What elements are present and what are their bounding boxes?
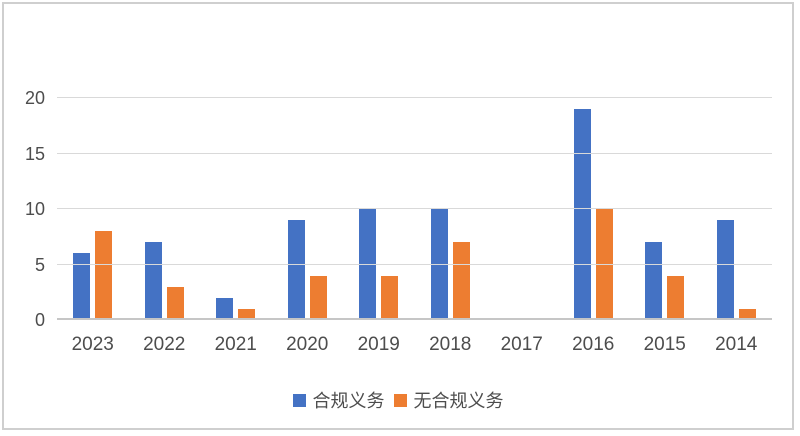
x-tick-label-2014: 2014	[715, 334, 758, 355]
legend-swatch-series-1	[393, 393, 407, 407]
bar-2020-series-0	[287, 220, 305, 320]
gridline-15	[57, 152, 772, 154]
bar-groups	[57, 98, 772, 320]
legend-label-series-1: 无合规义务	[413, 391, 504, 411]
bar-2021-series-1	[238, 308, 256, 320]
x-tick-label-2022: 2022	[143, 334, 186, 355]
bar-2021-series-0	[216, 297, 234, 320]
gridline-5	[57, 263, 772, 265]
bar-2016-series-0	[573, 109, 591, 320]
bar-2020-series-1	[309, 275, 327, 320]
bar-2023-series-0	[73, 253, 91, 320]
bar-2023-series-1	[95, 231, 113, 320]
chart-frame: 0 5 10 15 20 2023 2022 2021 2020 2019 2018 2017 201…	[2, 2, 794, 430]
gridline-10	[57, 208, 772, 209]
x-tick-label-2023: 2023	[71, 334, 114, 355]
gridline-0	[57, 318, 772, 320]
y-tick-label-10: 10	[24, 199, 45, 219]
x-axis: 2023 2022 2021 2020 2019 2018 2017 2016 2015 2014	[57, 334, 772, 356]
x-tick-label-2017: 2017	[500, 334, 543, 355]
legend-swatch-series-0	[292, 393, 306, 407]
y-tick-label-5: 5	[34, 254, 45, 275]
x-tick-label-2021: 2021	[214, 334, 257, 355]
bar-group-2018	[415, 98, 487, 320]
bar-2014-series-1	[738, 308, 756, 320]
legend-label-series-0: 合规义务	[312, 391, 385, 411]
y-tick-label-15: 15	[24, 143, 45, 164]
bar-2016-series-1	[595, 209, 613, 320]
y-tick-label-0: 0	[34, 310, 45, 330]
legend-item-series-1: 无合规义务	[393, 387, 504, 413]
bar-2015-series-1	[667, 275, 685, 320]
bar-group-2017	[486, 98, 558, 320]
x-tick-label-2015: 2015	[643, 334, 686, 355]
bar-2019-series-1	[381, 275, 399, 320]
bar-group-2021	[200, 98, 272, 320]
bar-group-2014	[701, 98, 773, 320]
x-tick-label-2018: 2018	[429, 334, 472, 355]
plot-area: 0 5 10 15 20	[25, 89, 772, 329]
bar-group-2022	[129, 98, 201, 320]
x-tick-label-2016: 2016	[572, 334, 615, 355]
bar-group-2019	[343, 98, 415, 320]
bar-2018-series-1	[452, 242, 470, 320]
gridline-20	[57, 97, 772, 98]
bar-2022-series-1	[166, 286, 184, 320]
bar-group-2015	[629, 98, 701, 320]
bar-2014-series-0	[716, 220, 734, 320]
bar-2018-series-0	[430, 209, 448, 320]
legend-item-series-0: 合规义务	[292, 387, 385, 413]
bar-2022-series-0	[144, 242, 162, 320]
bar-2019-series-0	[359, 209, 377, 320]
legend: 合规义务 无合规义务	[4, 387, 792, 413]
bar-group-2020	[272, 98, 344, 320]
x-tick-label-2019: 2019	[357, 334, 400, 355]
bar-2015-series-0	[645, 242, 663, 320]
y-tick-label-20: 20	[24, 88, 45, 108]
bar-group-2016	[558, 98, 630, 320]
x-tick-label-2020: 2020	[286, 334, 329, 355]
bar-group-2023	[57, 98, 129, 320]
